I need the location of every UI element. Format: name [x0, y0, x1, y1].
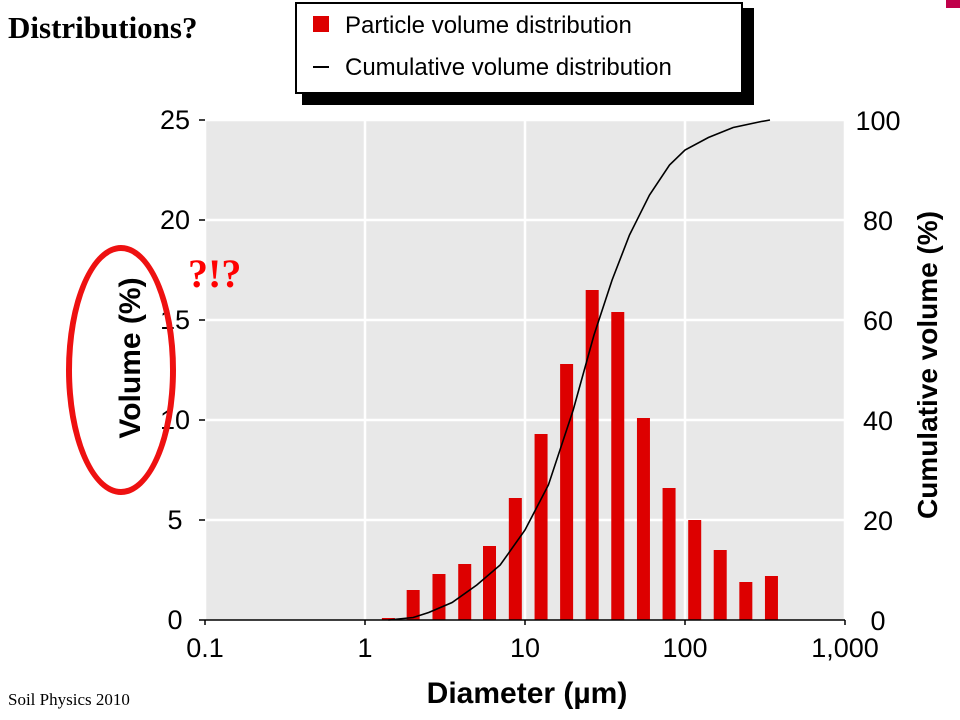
volume-bar: [508, 498, 522, 620]
x-axis-label: Diameter (µm): [427, 677, 628, 710]
y-tick-label: 25: [160, 105, 190, 135]
annotation-oval: [66, 245, 176, 495]
annotation-text: ?!?: [188, 251, 242, 296]
volume-bar: [432, 574, 446, 620]
volume-bar: [688, 520, 702, 620]
x-tick-label: 1: [357, 633, 372, 663]
slide-title: Distributions?: [8, 10, 198, 45]
y2-tick-label: 40: [863, 406, 893, 436]
volume-bar: [458, 564, 472, 620]
cumulative-line: [388, 119, 771, 621]
x-tick-label: 100: [662, 633, 707, 663]
footer-text: Soil Physics 2010: [8, 690, 130, 709]
y2-ticks: 0 20 40 60 80 100: [855, 106, 900, 636]
legend-swatch-bar: [313, 16, 329, 32]
volume-bar: [662, 488, 676, 620]
volume-bar: [739, 582, 753, 620]
volume-bar: [560, 364, 574, 620]
x-tick-label: 0.1: [186, 633, 224, 663]
y-tick-label: 0: [167, 605, 182, 635]
y-tick-label: 20: [160, 205, 190, 235]
volume-bar: [483, 546, 497, 620]
volume-bar: [406, 590, 420, 620]
volume-bar: [764, 576, 778, 620]
x-ticks: 0.1 1 10 100 1,000: [186, 620, 879, 663]
corner-mark: [946, 0, 960, 8]
y-tick-label: 5: [167, 505, 182, 535]
legend-entry-line: Cumulative volume distribution: [345, 54, 672, 81]
y2-tick-label: 100: [855, 106, 900, 136]
volume-bar: [611, 312, 625, 620]
legend-entry-bar: Particle volume distribution: [345, 12, 632, 39]
volume-bar: [636, 418, 650, 620]
y2-tick-label: 60: [863, 306, 893, 336]
volume-bar: [585, 290, 599, 620]
grid: [203, 118, 847, 620]
legend: Particle volume distribution Cumulative …: [295, 2, 754, 105]
y2-axis-label: Cumulative volume (%): [912, 211, 943, 519]
x-tick-label: 10: [510, 633, 540, 663]
y2-tick-label: 80: [863, 206, 893, 236]
volume-bars: [381, 290, 778, 620]
volume-bar: [381, 618, 395, 620]
y2-tick-label: 0: [870, 606, 885, 636]
volume-bar: [534, 434, 548, 620]
y2-tick-label: 20: [863, 506, 893, 536]
x-tick-label: 1,000: [811, 633, 879, 663]
volume-bar: [713, 550, 727, 620]
